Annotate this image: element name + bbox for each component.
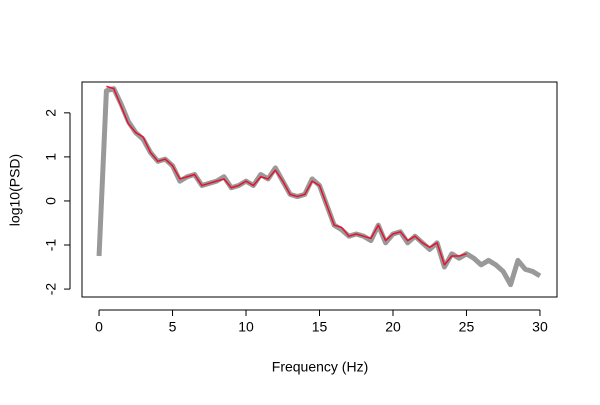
plot-box bbox=[81, 81, 558, 298]
x-axis-title: Frequency (Hz) bbox=[272, 359, 368, 375]
y-tick-label: 2 bbox=[43, 109, 59, 117]
y-tick-label: -1 bbox=[43, 239, 59, 252]
y-tick-label: 1 bbox=[43, 153, 59, 161]
x-tick-label: 25 bbox=[459, 319, 475, 335]
y-tick-label: 0 bbox=[43, 197, 59, 205]
x-tick-label: 10 bbox=[238, 319, 254, 335]
x-tick-label: 30 bbox=[532, 319, 548, 335]
x-tick-label: 20 bbox=[385, 319, 401, 335]
x-tick-label: 0 bbox=[95, 319, 103, 335]
x-tick-label: 15 bbox=[312, 319, 328, 335]
y-tick-label: -2 bbox=[43, 283, 59, 296]
y-axis-title: log10(PSD) bbox=[7, 154, 23, 226]
psd-line bbox=[106, 85, 467, 266]
x-tick-label: 5 bbox=[169, 319, 177, 335]
